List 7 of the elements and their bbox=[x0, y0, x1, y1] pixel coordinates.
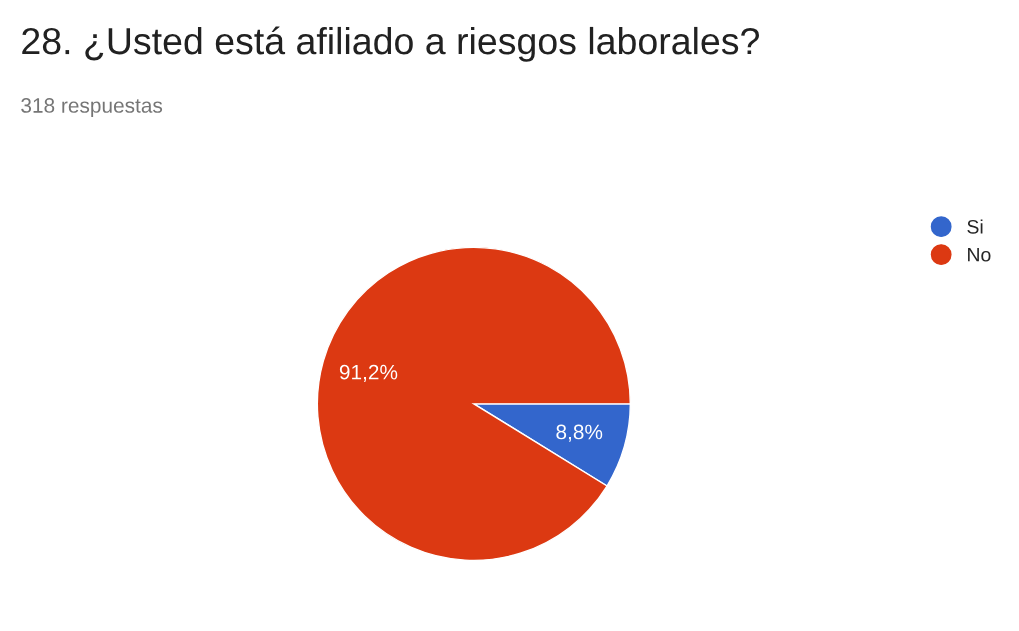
legend-label: No bbox=[968, 247, 991, 262]
pie-slice bbox=[316, 246, 632, 562]
legend-label: Si bbox=[967, 219, 983, 234]
data-label: 8,8% bbox=[556, 424, 603, 442]
chart-title: 28. ¿Usted está afiliado a riesgos laborales? bbox=[22, 26, 759, 62]
data-label: 91,2% bbox=[339, 364, 398, 382]
text: 318 respuestas bbox=[21, 98, 163, 117]
